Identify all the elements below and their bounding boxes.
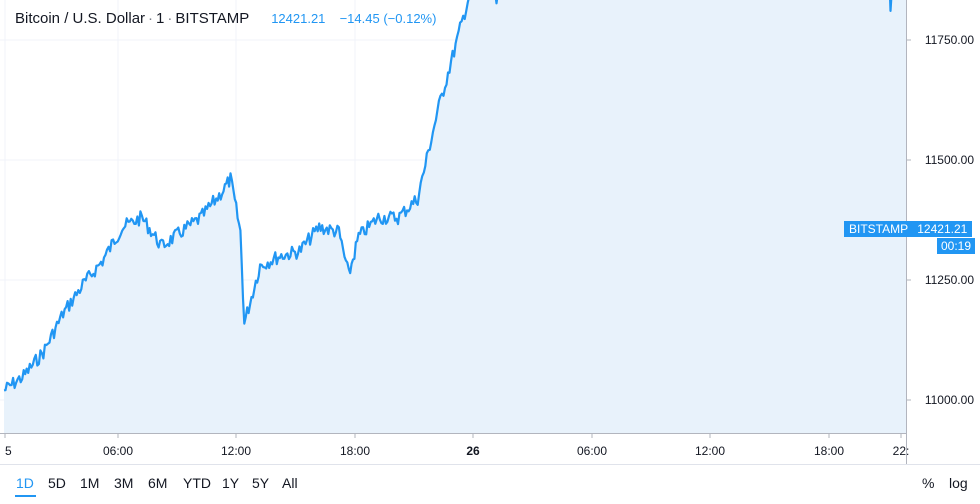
exchange-label: BITSTAMP xyxy=(175,10,250,27)
last-price-value: 12421.21 xyxy=(271,11,326,26)
timeframe-ytd[interactable]: YTD xyxy=(183,475,211,491)
time-tick-label: 18:00 xyxy=(340,444,370,458)
time-tick-label: 06:00 xyxy=(577,444,607,458)
bar-countdown: 00:19 xyxy=(937,238,975,254)
time-axis[interactable]: 5 06:00 12:00 18:00 26 06:00 12:00 18:00 22: xyxy=(0,433,910,459)
time-tick-label: 06:00 xyxy=(103,444,133,458)
price-tick-label: 11500.00 xyxy=(925,153,974,167)
timeframe-all[interactable]: All xyxy=(282,475,298,491)
timeframe-5y[interactable]: 5Y xyxy=(252,475,270,491)
time-tick-label: 5 xyxy=(5,444,12,458)
legend-separator: · xyxy=(148,10,154,27)
time-tick-label: 18:00 xyxy=(814,444,844,458)
legend-separator: · xyxy=(167,10,173,27)
time-tick-label: 22: xyxy=(893,444,910,458)
bottom-toolbar: 1D 5D 1M 3M 6M YTD 1Y 5Y All % log xyxy=(0,464,980,504)
price-tag-value: 12421.21 xyxy=(917,222,968,236)
price-line xyxy=(3,0,893,392)
symbol-legend[interactable]: Bitcoin / U.S. Dollar · 1 · BITSTAMP 12421.2… xyxy=(15,10,436,28)
price-scale-tag: BITSTAMP 12421.21 xyxy=(844,221,973,237)
price-tick-label: 11750.00 xyxy=(925,33,974,47)
price-tick-label: 11000.00 xyxy=(925,393,974,407)
timeframe-1m[interactable]: 1M xyxy=(80,475,100,491)
time-tick-label: 12:00 xyxy=(221,444,251,458)
time-tick-label: 12:00 xyxy=(695,444,725,458)
percent-scale-toggle[interactable]: % xyxy=(922,475,935,491)
timeframe-6m[interactable]: 6M xyxy=(148,475,168,491)
price-tag-exchange: BITSTAMP xyxy=(849,222,908,236)
timeframe-1y[interactable]: 1Y xyxy=(222,475,240,491)
price-change-value: −14.45 (−0.12%) xyxy=(339,11,437,26)
timeframe-1d[interactable]: 1D xyxy=(16,475,34,491)
timeframe-3m[interactable]: 3M xyxy=(114,475,134,491)
price-area xyxy=(4,0,921,433)
price-series-line xyxy=(3,0,893,392)
price-area-fill xyxy=(4,0,921,433)
log-scale-toggle[interactable]: log xyxy=(949,475,968,491)
interval-label[interactable]: 1 xyxy=(156,10,165,27)
timeframe-5d[interactable]: 5D xyxy=(48,475,66,491)
active-timeframe-underline xyxy=(15,495,36,497)
time-tick-label: 26 xyxy=(466,444,480,458)
symbol-name[interactable]: Bitcoin / U.S. Dollar xyxy=(15,10,146,27)
price-tick-label: 11250.00 xyxy=(925,273,974,287)
